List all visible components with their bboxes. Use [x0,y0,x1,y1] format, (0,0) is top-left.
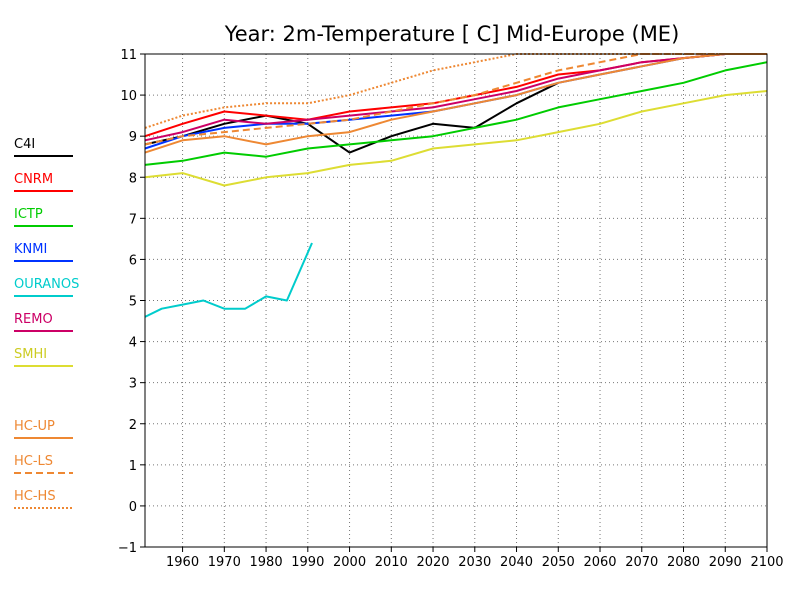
x-tick-label: 2000 [333,555,366,570]
y-tick-label: −1 [118,541,137,556]
x-tick-label: 2050 [542,555,575,570]
y-tick-label: 2 [129,418,137,433]
series-line-remo [144,53,767,142]
axes: −1 0 1 2 3 4 5 6 7 8 9 10 11 1960 1970 1980 1990 2000 2010… [118,48,784,570]
x-tick-label: 2070 [625,555,658,570]
x-tick-label: 2030 [458,555,491,570]
legend-label-smhi: SMHI [14,347,47,362]
legend-label-c4i: C4I [14,137,35,152]
y-tick-label: 7 [129,212,137,227]
x-tick-label: 1990 [291,555,324,570]
series-line-c4i [144,81,559,154]
x-tick-label: 1980 [250,555,283,570]
series-line-smhi [144,90,768,187]
legend: C4I CNRM ICTP KNMI OURANOS REMO SMHI HC-UP HC-LS… [14,137,79,509]
y-tick-label: 8 [129,171,137,186]
legend-label-cnrm: CNRM [14,172,53,187]
y-tick-label: 6 [129,253,137,268]
series-line-hc-up [144,53,767,154]
legend-label-knmi: KNMI [14,242,47,257]
y-tick-label: 1 [129,459,137,474]
y-tick-label: 3 [129,377,137,392]
x-tick-label: 1970 [208,555,241,570]
x-tick-label: 2020 [416,555,449,570]
grid [145,53,768,548]
series-line-ouranos [144,242,313,318]
x-tick-label: 2060 [583,555,616,570]
x-tick-label: 2080 [667,555,700,570]
legend-label-hc-ls: HC-LS [14,454,53,469]
x-tick-label: 1960 [166,555,199,570]
legend-label-remo: REMO [14,312,53,327]
series-line-knmi [144,53,767,150]
y-tick-label: 9 [129,130,137,145]
chart-title: Year: 2m-Temperature [ C] Mid-Europe (ME… [224,22,680,46]
y-tick-label: 0 [129,500,137,515]
x-tick-label: 2040 [500,555,533,570]
legend-label-hc-hs: HC-HS [14,489,56,504]
legend-label-ouranos: OURANOS [14,277,79,292]
y-tick-label: 5 [129,295,137,310]
series-line-hc-hs [144,53,767,129]
y-tick-label: 11 [120,48,137,63]
y-tick-label: 10 [120,89,137,104]
series-line-hc-ls [144,53,767,146]
y-tick-label: 4 [129,336,137,351]
legend-label-hc-up: HC-UP [14,419,55,434]
x-tick-label: 2010 [375,555,408,570]
series-line-ictp [144,61,768,166]
x-tick-label: 2090 [709,555,742,570]
series-lines [144,53,768,318]
legend-label-ictp: ICTP [14,207,43,222]
x-tick-label: 2100 [750,555,783,570]
